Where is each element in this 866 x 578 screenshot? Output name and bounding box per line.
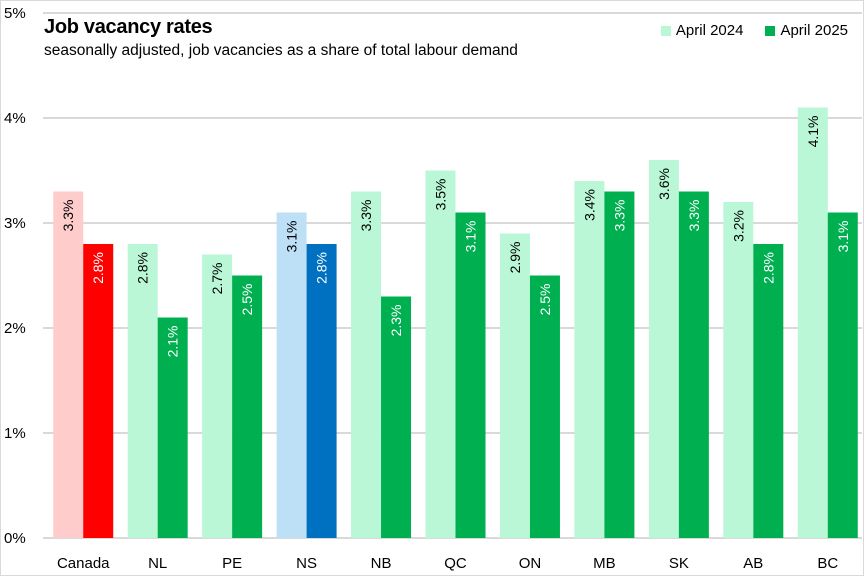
x-tick-label: NS xyxy=(296,555,317,572)
y-tick-label: 5% xyxy=(4,5,26,22)
data-label: 3.6% xyxy=(656,168,672,200)
y-axis-ticks: 0% 1% 2% 3% 4% 5% xyxy=(4,5,26,547)
data-label: 2.8% xyxy=(314,252,330,284)
data-label: 3.5% xyxy=(433,179,449,211)
data-label: 2.8% xyxy=(90,252,106,284)
x-tick-label: PE xyxy=(222,555,242,572)
bar-ns-april-2025 xyxy=(306,244,337,538)
x-tick-label: NL xyxy=(148,555,167,572)
y-tick-label: 2% xyxy=(4,320,26,337)
y-tick-label: 3% xyxy=(4,215,26,232)
x-tick-label: AB xyxy=(743,555,763,572)
data-label: 3.3% xyxy=(611,200,627,232)
bar-nl-april-2024 xyxy=(127,244,158,538)
legend-label-april-2025: April 2025 xyxy=(780,22,848,39)
legend-item-april-2025: April 2025 xyxy=(765,22,848,39)
bar-canada-april-2025 xyxy=(83,244,114,538)
y-tick-label: 0% xyxy=(4,530,26,547)
data-label: 2.3% xyxy=(388,305,404,337)
x-tick-label: SK xyxy=(669,555,689,572)
bar-pe-april-2025 xyxy=(232,275,263,538)
x-tick-label: MB xyxy=(593,555,616,572)
bar-bc-april-2024 xyxy=(797,107,828,538)
data-label: 3.3% xyxy=(358,200,374,232)
bar-ab-april-2025 xyxy=(753,244,784,538)
legend-label-april-2024: April 2024 xyxy=(675,22,744,39)
x-tick-label: BC xyxy=(817,555,838,572)
data-label: 2.8% xyxy=(135,252,151,284)
bar-nl-april-2025 xyxy=(157,317,188,538)
legend: April 2024 April 2025 xyxy=(639,22,848,39)
data-label: 4.1% xyxy=(805,116,821,148)
bar-on-april-2024 xyxy=(499,233,530,538)
x-tick-label: NB xyxy=(371,555,392,572)
data-label: 2.1% xyxy=(165,326,181,358)
bar-on-april-2025 xyxy=(529,275,560,538)
bar-ns-april-2024 xyxy=(276,212,307,538)
legend-item-april-2024: April 2024 xyxy=(660,22,744,39)
data-label: 3.3% xyxy=(60,200,76,232)
data-label: 2.9% xyxy=(507,242,523,274)
data-label: 2.7% xyxy=(209,263,225,295)
bar-qc-april-2024 xyxy=(425,170,456,538)
data-labels: 3.3% 2.8% 2.8% 2.1% 2.7% 2.5% 3.1% 2.8% 3.3% 2.3%… xyxy=(60,116,851,358)
bar-pe-april-2024 xyxy=(202,254,233,538)
legend-swatch-april-2025 xyxy=(765,25,776,36)
bar-canada-april-2024 xyxy=(53,191,84,538)
data-label: 2.5% xyxy=(537,284,553,316)
data-label: 3.1% xyxy=(284,221,300,253)
y-tick-label: 1% xyxy=(4,425,26,442)
data-label: 3.1% xyxy=(835,221,851,253)
bar-nb-april-2024 xyxy=(351,191,382,538)
chart-subtitle: seasonally adjusted, job vacancies as a … xyxy=(44,42,518,59)
bar-bc-april-2025 xyxy=(827,212,858,538)
legend-swatch-april-2024 xyxy=(660,25,671,36)
x-tick-label: QC xyxy=(444,555,467,572)
bar-mb-april-2025 xyxy=(604,191,635,538)
bar-mb-april-2024 xyxy=(574,181,605,538)
x-tick-label: Canada xyxy=(57,555,110,572)
bar-qc-april-2025 xyxy=(455,212,486,538)
data-label: 2.5% xyxy=(239,284,255,316)
chart-title: Job vacancy rates xyxy=(44,16,213,38)
data-label: 2.8% xyxy=(760,252,776,284)
bar-ab-april-2024 xyxy=(723,202,754,538)
x-tick-label: ON xyxy=(519,555,542,572)
data-label: 3.4% xyxy=(581,189,597,221)
bars xyxy=(53,107,858,538)
bar-sk-april-2024 xyxy=(648,160,679,538)
data-label: 3.1% xyxy=(463,221,479,253)
data-label: 3.2% xyxy=(730,210,746,242)
bar-sk-april-2025 xyxy=(678,191,709,538)
data-label: 3.3% xyxy=(686,200,702,232)
y-tick-label: 4% xyxy=(4,110,26,127)
x-axis-ticks: Canada NL PE NS NB QC ON MB SK AB BC xyxy=(57,555,838,572)
bar-nb-april-2025 xyxy=(381,296,412,538)
